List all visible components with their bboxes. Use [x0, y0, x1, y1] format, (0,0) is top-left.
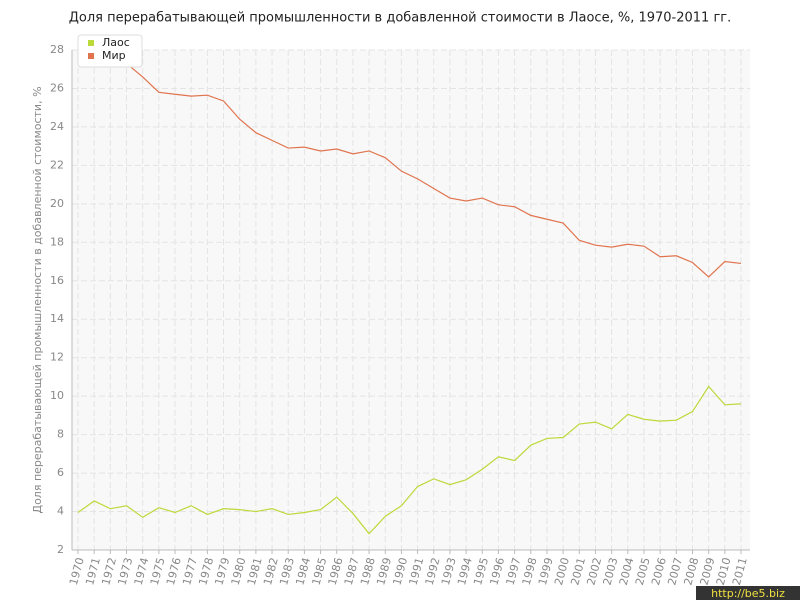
series-line	[77, 49, 742, 278]
legend-label: Мир	[102, 49, 126, 62]
chart-title: Доля перерабатывающей промышленности в д…	[69, 11, 732, 26]
y-tick-label: 28	[50, 43, 64, 56]
y-tick-label: 6	[57, 466, 64, 479]
y-tick-label: 26	[50, 81, 64, 94]
legend-swatch	[88, 40, 94, 46]
plot-area	[72, 50, 750, 550]
y-tick-label: 10	[50, 389, 64, 402]
legend-label: Лаос	[102, 36, 130, 49]
watermark-bg	[696, 586, 800, 600]
y-tick-label: 2	[57, 543, 64, 556]
y-tick-label: 16	[50, 274, 64, 287]
watermark: http://be5.biz	[711, 587, 785, 600]
y-tick-label: 12	[50, 351, 64, 364]
y-tick-label: 20	[50, 197, 64, 210]
y-tick-label: 4	[57, 505, 64, 518]
y-tick-label: 14	[50, 312, 64, 325]
y-tick-label: 8	[57, 428, 64, 441]
series-line	[77, 385, 742, 535]
legend-swatch	[88, 53, 94, 59]
y-tick-label: 18	[50, 235, 64, 248]
y-tick-label: 22	[50, 158, 64, 171]
y-axis-label: Доля перерабатывающей промышленности в д…	[31, 86, 44, 513]
y-tick-label: 24	[50, 120, 64, 133]
